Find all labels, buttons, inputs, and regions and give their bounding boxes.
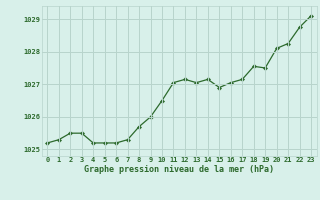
X-axis label: Graphe pression niveau de la mer (hPa): Graphe pression niveau de la mer (hPa): [84, 165, 274, 174]
